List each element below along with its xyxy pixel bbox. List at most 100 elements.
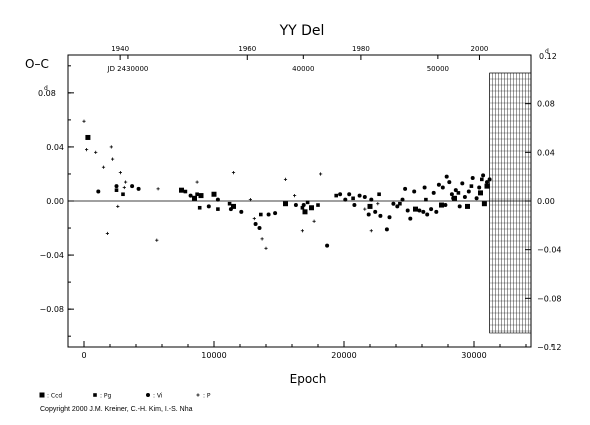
point-p xyxy=(376,202,380,206)
point-vi xyxy=(431,190,436,195)
legend-label: : Ccd xyxy=(47,393,62,400)
point-p xyxy=(156,187,160,191)
y-tick-label: −0.04 xyxy=(39,251,64,260)
point-vi xyxy=(440,185,445,190)
point-vi xyxy=(293,203,298,208)
right-unit-label: d xyxy=(545,48,549,55)
jd-tick-label: JD 2430000 xyxy=(107,65,149,73)
point-vi xyxy=(417,208,422,213)
point-pg xyxy=(227,201,232,206)
right-tick-label: −0.08 xyxy=(537,294,562,303)
point-p xyxy=(124,180,128,184)
point-vi xyxy=(395,204,400,209)
point-p xyxy=(101,165,106,169)
point-pg xyxy=(114,188,119,192)
legend-label: : Vi xyxy=(153,393,163,400)
point-vi xyxy=(429,207,434,212)
point-vi xyxy=(301,203,306,208)
point-p xyxy=(82,119,86,123)
point-ccd xyxy=(211,191,217,197)
point-p xyxy=(155,238,159,242)
point-vi xyxy=(362,194,367,199)
point-vi xyxy=(273,211,278,216)
point-vi xyxy=(266,212,271,217)
point-ccd xyxy=(465,203,470,209)
point-vi xyxy=(434,209,439,214)
point-vi xyxy=(130,184,135,189)
point-vi xyxy=(343,197,348,202)
point-vi xyxy=(422,185,427,190)
point-pg xyxy=(305,200,310,205)
point-vi xyxy=(470,176,475,181)
point-ccd xyxy=(481,201,487,207)
point-p xyxy=(94,150,98,154)
point-pg xyxy=(183,189,188,194)
point-vi xyxy=(412,189,417,194)
point-p xyxy=(196,393,200,397)
right-tick-label: 0.08 xyxy=(537,100,555,109)
point-ccd xyxy=(39,392,45,398)
point-vi xyxy=(387,215,392,220)
x-tick-label: 10000 xyxy=(201,351,226,360)
y-unit-label: d xyxy=(44,85,48,92)
point-vi xyxy=(373,209,378,214)
point-p xyxy=(122,185,126,190)
point-vi xyxy=(228,207,233,212)
point-ccd xyxy=(309,205,314,211)
point-p xyxy=(260,237,264,241)
point-vi xyxy=(425,212,430,217)
point-vi xyxy=(96,189,101,194)
chart-title: YY Del xyxy=(279,23,325,39)
copyright-text: Copyright 2000 J.M. Kreiner, C.-H. Kim, … xyxy=(40,406,193,413)
point-ccd xyxy=(85,134,91,140)
y-axis-label: O–C xyxy=(25,57,49,71)
point-p xyxy=(111,157,115,161)
point-pg xyxy=(197,205,202,210)
x-axis-label: Epoch xyxy=(290,372,327,386)
point-p xyxy=(300,229,304,233)
point-p xyxy=(283,177,288,181)
point-vi xyxy=(436,182,441,187)
point-vi xyxy=(253,221,258,226)
point-pg xyxy=(480,177,484,182)
point-ccd xyxy=(198,193,204,199)
point-vi xyxy=(403,186,408,191)
point-vi xyxy=(453,188,458,193)
point-p xyxy=(105,231,109,236)
point-vi xyxy=(485,180,489,185)
point-p xyxy=(116,204,120,209)
y-tick-label: −0.08 xyxy=(39,305,64,314)
point-p xyxy=(369,229,373,233)
point-ccd xyxy=(367,203,373,209)
point-pg xyxy=(121,192,125,197)
point-p xyxy=(195,180,199,184)
prediction-region xyxy=(489,72,532,334)
point-vi xyxy=(477,185,482,190)
point-vi xyxy=(391,201,396,206)
point-vi xyxy=(146,393,150,397)
point-vi xyxy=(206,204,211,209)
point-vi xyxy=(338,192,343,197)
point-vi xyxy=(400,197,405,202)
point-vi xyxy=(347,192,352,197)
point-p xyxy=(118,171,122,175)
y-tick-label: 0.04 xyxy=(46,143,64,152)
right-tick-label: 0.00 xyxy=(537,197,555,206)
point-vi xyxy=(357,193,362,198)
right-tick-label: −0.04 xyxy=(537,246,562,255)
point-p xyxy=(231,171,236,175)
point-ccd xyxy=(484,183,490,189)
point-vi xyxy=(369,197,374,202)
right-tick-label: −0.12 xyxy=(537,343,562,352)
year-tick-label: 1980 xyxy=(352,45,370,53)
point-pg xyxy=(456,191,461,195)
point-p xyxy=(85,148,89,152)
point-p xyxy=(264,246,268,250)
point-vi xyxy=(384,227,389,232)
data-points xyxy=(82,119,492,250)
year-tick-label: 2000 xyxy=(471,45,489,53)
point-ccd xyxy=(439,202,444,208)
point-vi xyxy=(114,184,119,189)
point-pg xyxy=(195,192,199,197)
point-vi xyxy=(443,203,448,208)
